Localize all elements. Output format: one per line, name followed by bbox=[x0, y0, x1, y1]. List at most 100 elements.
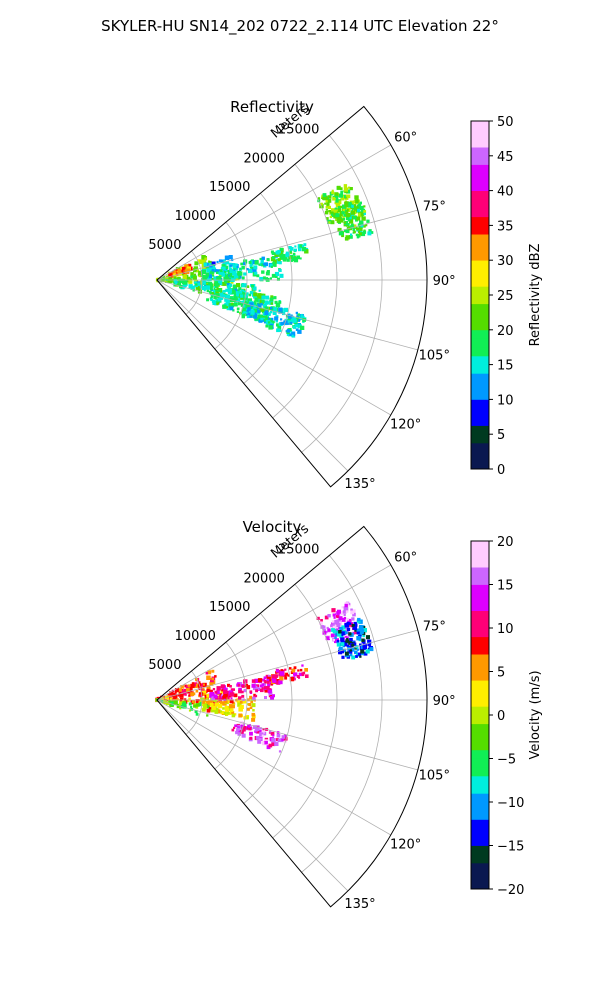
reflectivity-echo-cell bbox=[208, 269, 211, 272]
reflectivity-echo-cell bbox=[345, 215, 350, 220]
velocity-echo-cell bbox=[349, 637, 353, 642]
reflectivity-echo-cell bbox=[264, 314, 268, 318]
reflectivity-echo-cell bbox=[274, 252, 279, 257]
reflectivity-echo-cell bbox=[248, 261, 252, 264]
velocity-echo-cell bbox=[274, 741, 279, 746]
velocity-echo-cell bbox=[350, 647, 355, 652]
reflectivity-echo-cell bbox=[193, 266, 198, 271]
velocity-echo-cell bbox=[260, 688, 264, 693]
velocity-echo-cell bbox=[301, 664, 304, 667]
reflectivity-echo-cell bbox=[347, 203, 353, 208]
reflectivity-echo-cell bbox=[205, 272, 210, 277]
velocity-colorbar-band bbox=[471, 715, 489, 725]
velocity-echo-cell bbox=[226, 711, 230, 715]
reflectivity-echo-cell bbox=[190, 272, 194, 276]
velocity-echo-cell bbox=[334, 626, 339, 632]
reflectivity-echo-cell bbox=[258, 289, 261, 292]
velocity-title: Velocity bbox=[243, 518, 302, 536]
reflectivity-echo-cell bbox=[262, 309, 267, 314]
reflectivity-echo-cell bbox=[269, 297, 274, 302]
velocity-echo-cell bbox=[211, 677, 214, 681]
velocity-echo-cell bbox=[177, 694, 180, 697]
reflectivity-echo-cell bbox=[209, 264, 213, 269]
velocity-colorbar-tick-label: 15 bbox=[497, 579, 514, 594]
velocity-echo-cell bbox=[227, 695, 230, 698]
reflectivity-echo-cell bbox=[218, 259, 222, 263]
velocity-echo-cell bbox=[333, 616, 336, 619]
velocity-echo-cell bbox=[356, 630, 361, 635]
velocity-echo-cell bbox=[264, 690, 268, 693]
velocity-echo-cell bbox=[332, 622, 337, 627]
reflectivity-echo-cell bbox=[298, 247, 302, 252]
velocity-echo-cell bbox=[209, 681, 214, 686]
reflectivity-echo-cell bbox=[327, 195, 332, 199]
reflectivity-echo-cell bbox=[258, 304, 262, 309]
velocity-colorbar-band bbox=[471, 619, 489, 629]
velocity-echo-cell bbox=[334, 639, 338, 644]
reflectivity-echo-cell bbox=[346, 208, 349, 211]
velocity-echo-cell bbox=[253, 725, 257, 729]
velocity-echo-cell bbox=[209, 702, 214, 707]
reflectivity-colorbar-band bbox=[471, 399, 489, 409]
velocity-echo-cell bbox=[351, 624, 355, 628]
velocity-echo-cell bbox=[361, 638, 365, 642]
velocity-echo-cell bbox=[246, 707, 250, 711]
reflectivity-echo-cell bbox=[275, 302, 281, 307]
reflectivity-echo-cell bbox=[345, 235, 350, 240]
reflectivity-echo-cell bbox=[265, 295, 270, 300]
reflectivity-echo-cell bbox=[275, 250, 280, 255]
reflectivity-echo-cell bbox=[260, 317, 263, 321]
reflectivity-echo-cell bbox=[353, 204, 357, 207]
reflectivity-colorbar-band bbox=[471, 234, 489, 244]
reflectivity-echo-cell bbox=[335, 218, 338, 221]
reflectivity-colorbar-tick-label: 50 bbox=[497, 115, 514, 130]
velocity-colorbar-tick-label: −5 bbox=[497, 753, 516, 768]
reflectivity-echo-cell bbox=[188, 279, 193, 284]
reflectivity-echo-cell bbox=[270, 295, 274, 299]
velocity-echo-cell bbox=[241, 684, 245, 688]
reflectivity-colorbar-tick-label: 15 bbox=[497, 359, 514, 374]
velocity-echo-cell bbox=[202, 706, 207, 710]
velocity-echo-cell bbox=[212, 697, 215, 700]
reflectivity-echo-cell bbox=[241, 284, 245, 288]
velocity-echo-cell bbox=[256, 730, 260, 734]
velocity-echo-cell bbox=[271, 742, 276, 747]
velocity-echo-cell bbox=[217, 696, 221, 700]
velocity-colorbar-band bbox=[471, 575, 489, 585]
velocity-echo-cell bbox=[235, 730, 239, 735]
reflectivity-radial-tick-label: 25000 bbox=[278, 122, 319, 137]
velocity-echo-cell bbox=[284, 674, 287, 678]
reflectivity-echo-cell bbox=[261, 295, 266, 300]
velocity-echo-cell bbox=[212, 706, 216, 710]
velocity-echo-cell bbox=[233, 726, 236, 729]
velocity-echo-cell bbox=[252, 709, 255, 712]
reflectivity-colorbar-tick-label: 5 bbox=[497, 428, 505, 443]
reflectivity-echo-cell bbox=[259, 276, 264, 281]
reflectivity-echo-cell bbox=[253, 314, 258, 319]
reflectivity-echo-cell bbox=[257, 303, 260, 306]
velocity-colorbar-band bbox=[471, 775, 489, 785]
reflectivity-echo-cell bbox=[349, 216, 353, 221]
velocity-echo-cell bbox=[237, 726, 240, 729]
velocity-echo-cell bbox=[188, 709, 191, 712]
reflectivity-echo-cell bbox=[335, 209, 340, 213]
reflectivity-echo-cell bbox=[296, 314, 300, 318]
reflectivity-echo-cell bbox=[333, 215, 337, 219]
reflectivity-echo-cell bbox=[254, 260, 259, 265]
reflectivity-echo-cell bbox=[325, 208, 328, 211]
reflectivity-echo-cell bbox=[334, 192, 339, 197]
velocity-echo-cell bbox=[352, 612, 356, 617]
velocity-echo-cell bbox=[336, 639, 340, 643]
velocity-echo-cell bbox=[249, 736, 253, 740]
reflectivity-colorbar-band bbox=[471, 390, 489, 400]
velocity-echo-cell bbox=[338, 616, 343, 621]
reflectivity-echo-cell bbox=[334, 195, 339, 201]
reflectivity-echo-cell bbox=[194, 261, 199, 266]
velocity-echo-cell bbox=[217, 703, 223, 709]
reflectivity-echo-cell bbox=[193, 281, 197, 284]
reflectivity-colorbar-band bbox=[471, 190, 489, 200]
velocity-echo-cell bbox=[214, 675, 217, 678]
reflectivity-echo-cell bbox=[226, 283, 231, 287]
velocity-echo-cell bbox=[238, 696, 242, 700]
velocity-colorbar-tick-label: −10 bbox=[497, 796, 524, 811]
